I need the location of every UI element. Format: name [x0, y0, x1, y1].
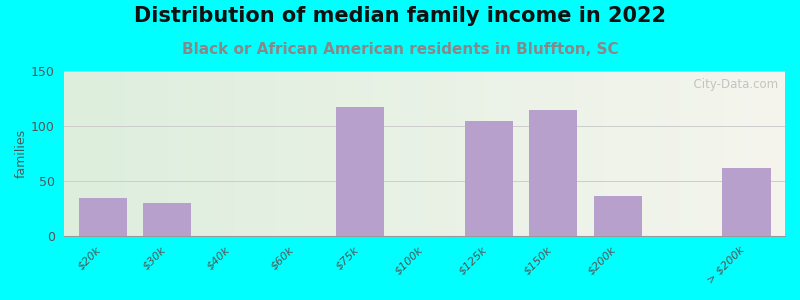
Bar: [530, 110, 578, 236]
Bar: [465, 121, 513, 236]
Text: City-Data.com: City-Data.com: [686, 78, 778, 91]
Bar: [79, 198, 127, 236]
Bar: [143, 203, 191, 236]
Bar: [336, 107, 385, 236]
Bar: [722, 168, 770, 236]
Text: Distribution of median family income in 2022: Distribution of median family income in …: [134, 6, 666, 26]
Text: Black or African American residents in Bluffton, SC: Black or African American residents in B…: [182, 42, 618, 57]
Bar: [594, 196, 642, 236]
Y-axis label: families: families: [15, 129, 28, 178]
